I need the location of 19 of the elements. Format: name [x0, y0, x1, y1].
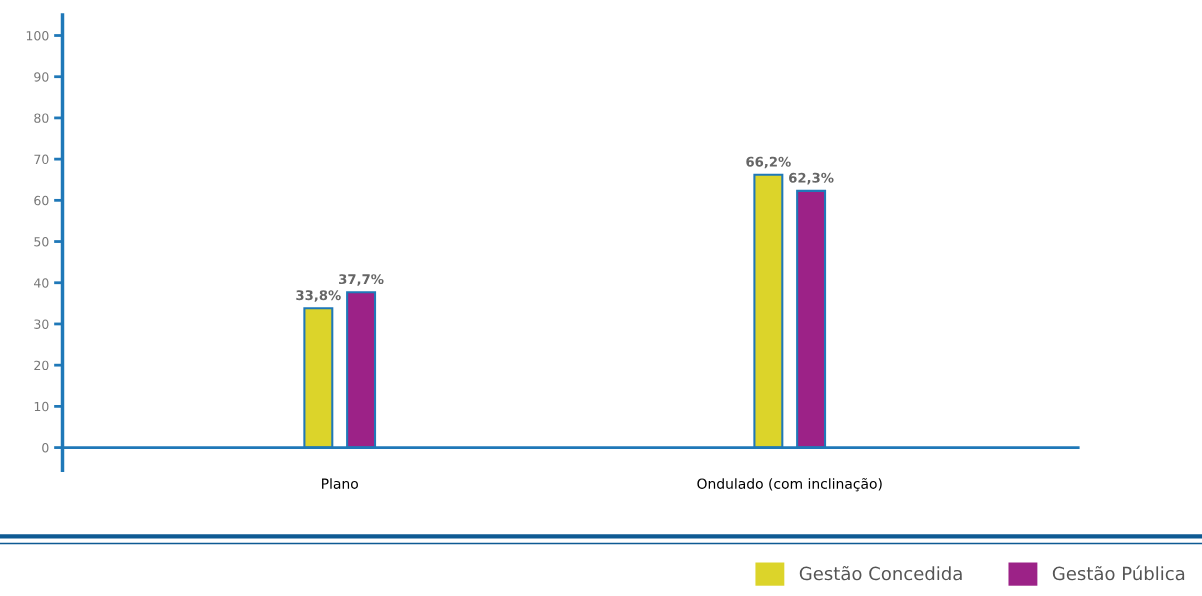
data-label: 62,3%: [789, 172, 834, 185]
y-tick-label: 10: [34, 401, 49, 412]
data-label: 66,2%: [746, 156, 791, 169]
y-tick-label: 40: [34, 278, 49, 288]
y-tick-label: 70: [34, 154, 49, 165]
y-tick-label: 30: [34, 319, 49, 329]
x-tick-label: Plano: [322, 478, 358, 489]
legend-label: Gestão Pública: [1052, 565, 1185, 581]
x-tick-label: Ondulado (com inclinação): [697, 477, 882, 492]
y-tick-label: 100: [26, 30, 49, 41]
data-label: 37,7%: [339, 274, 384, 286]
data-label: 33,8%: [296, 290, 341, 302]
y-tick-label: 60: [34, 195, 49, 206]
y-tick-label: 20: [34, 360, 49, 371]
y-tick-label: 80: [34, 113, 49, 123]
y-tick-label: 90: [34, 72, 49, 82]
y-tick-label: 50: [34, 237, 49, 247]
y-tick-label: 0: [42, 443, 49, 453]
legend-label: Gestão Concedida: [799, 566, 962, 581]
